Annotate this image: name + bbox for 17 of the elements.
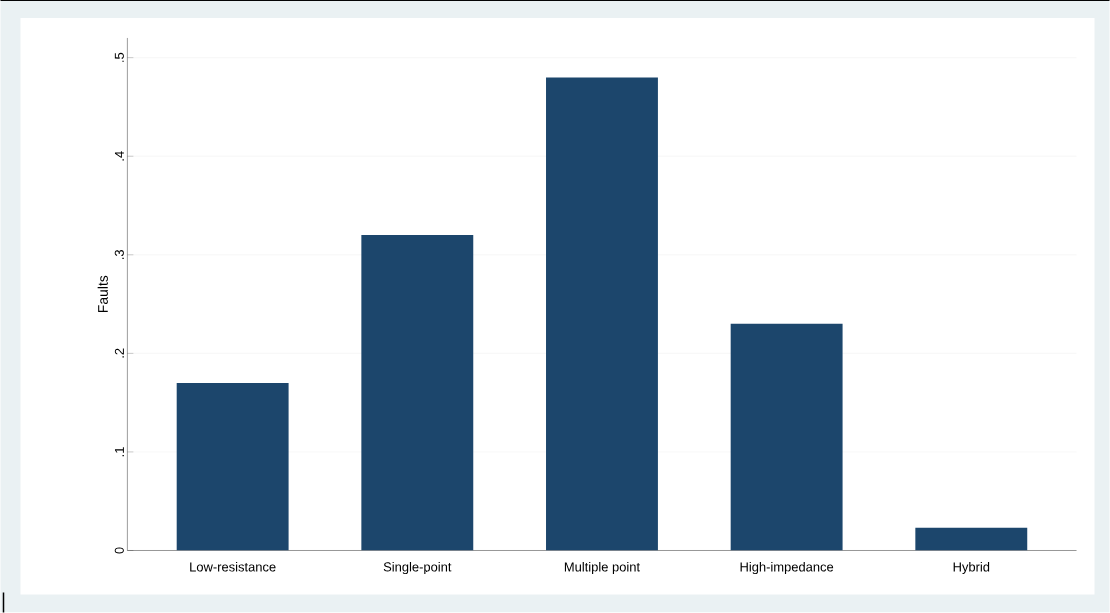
bar [361, 234, 474, 551]
y-tick-label: .4 [114, 151, 124, 161]
y-tick-label: .5 [114, 52, 124, 62]
y-tick-label: .3 [114, 249, 124, 259]
x-tick-label: Low-resistance [190, 561, 276, 572]
y-tick-label: .2 [114, 348, 124, 358]
bar [915, 527, 1028, 551]
y-axis-title: Faults [97, 275, 108, 312]
y-tick-label: 0 [114, 547, 124, 554]
x-tick-label: High-impedance [740, 561, 834, 574]
x-tick-label: Hybrid [953, 561, 990, 574]
y-tick-label: .1 [114, 447, 124, 457]
x-tick-label: Multiple point [564, 561, 640, 574]
x-tick-label: Single-point [383, 561, 452, 574]
bar [176, 382, 289, 551]
bar [730, 323, 843, 551]
bar [546, 77, 658, 551]
